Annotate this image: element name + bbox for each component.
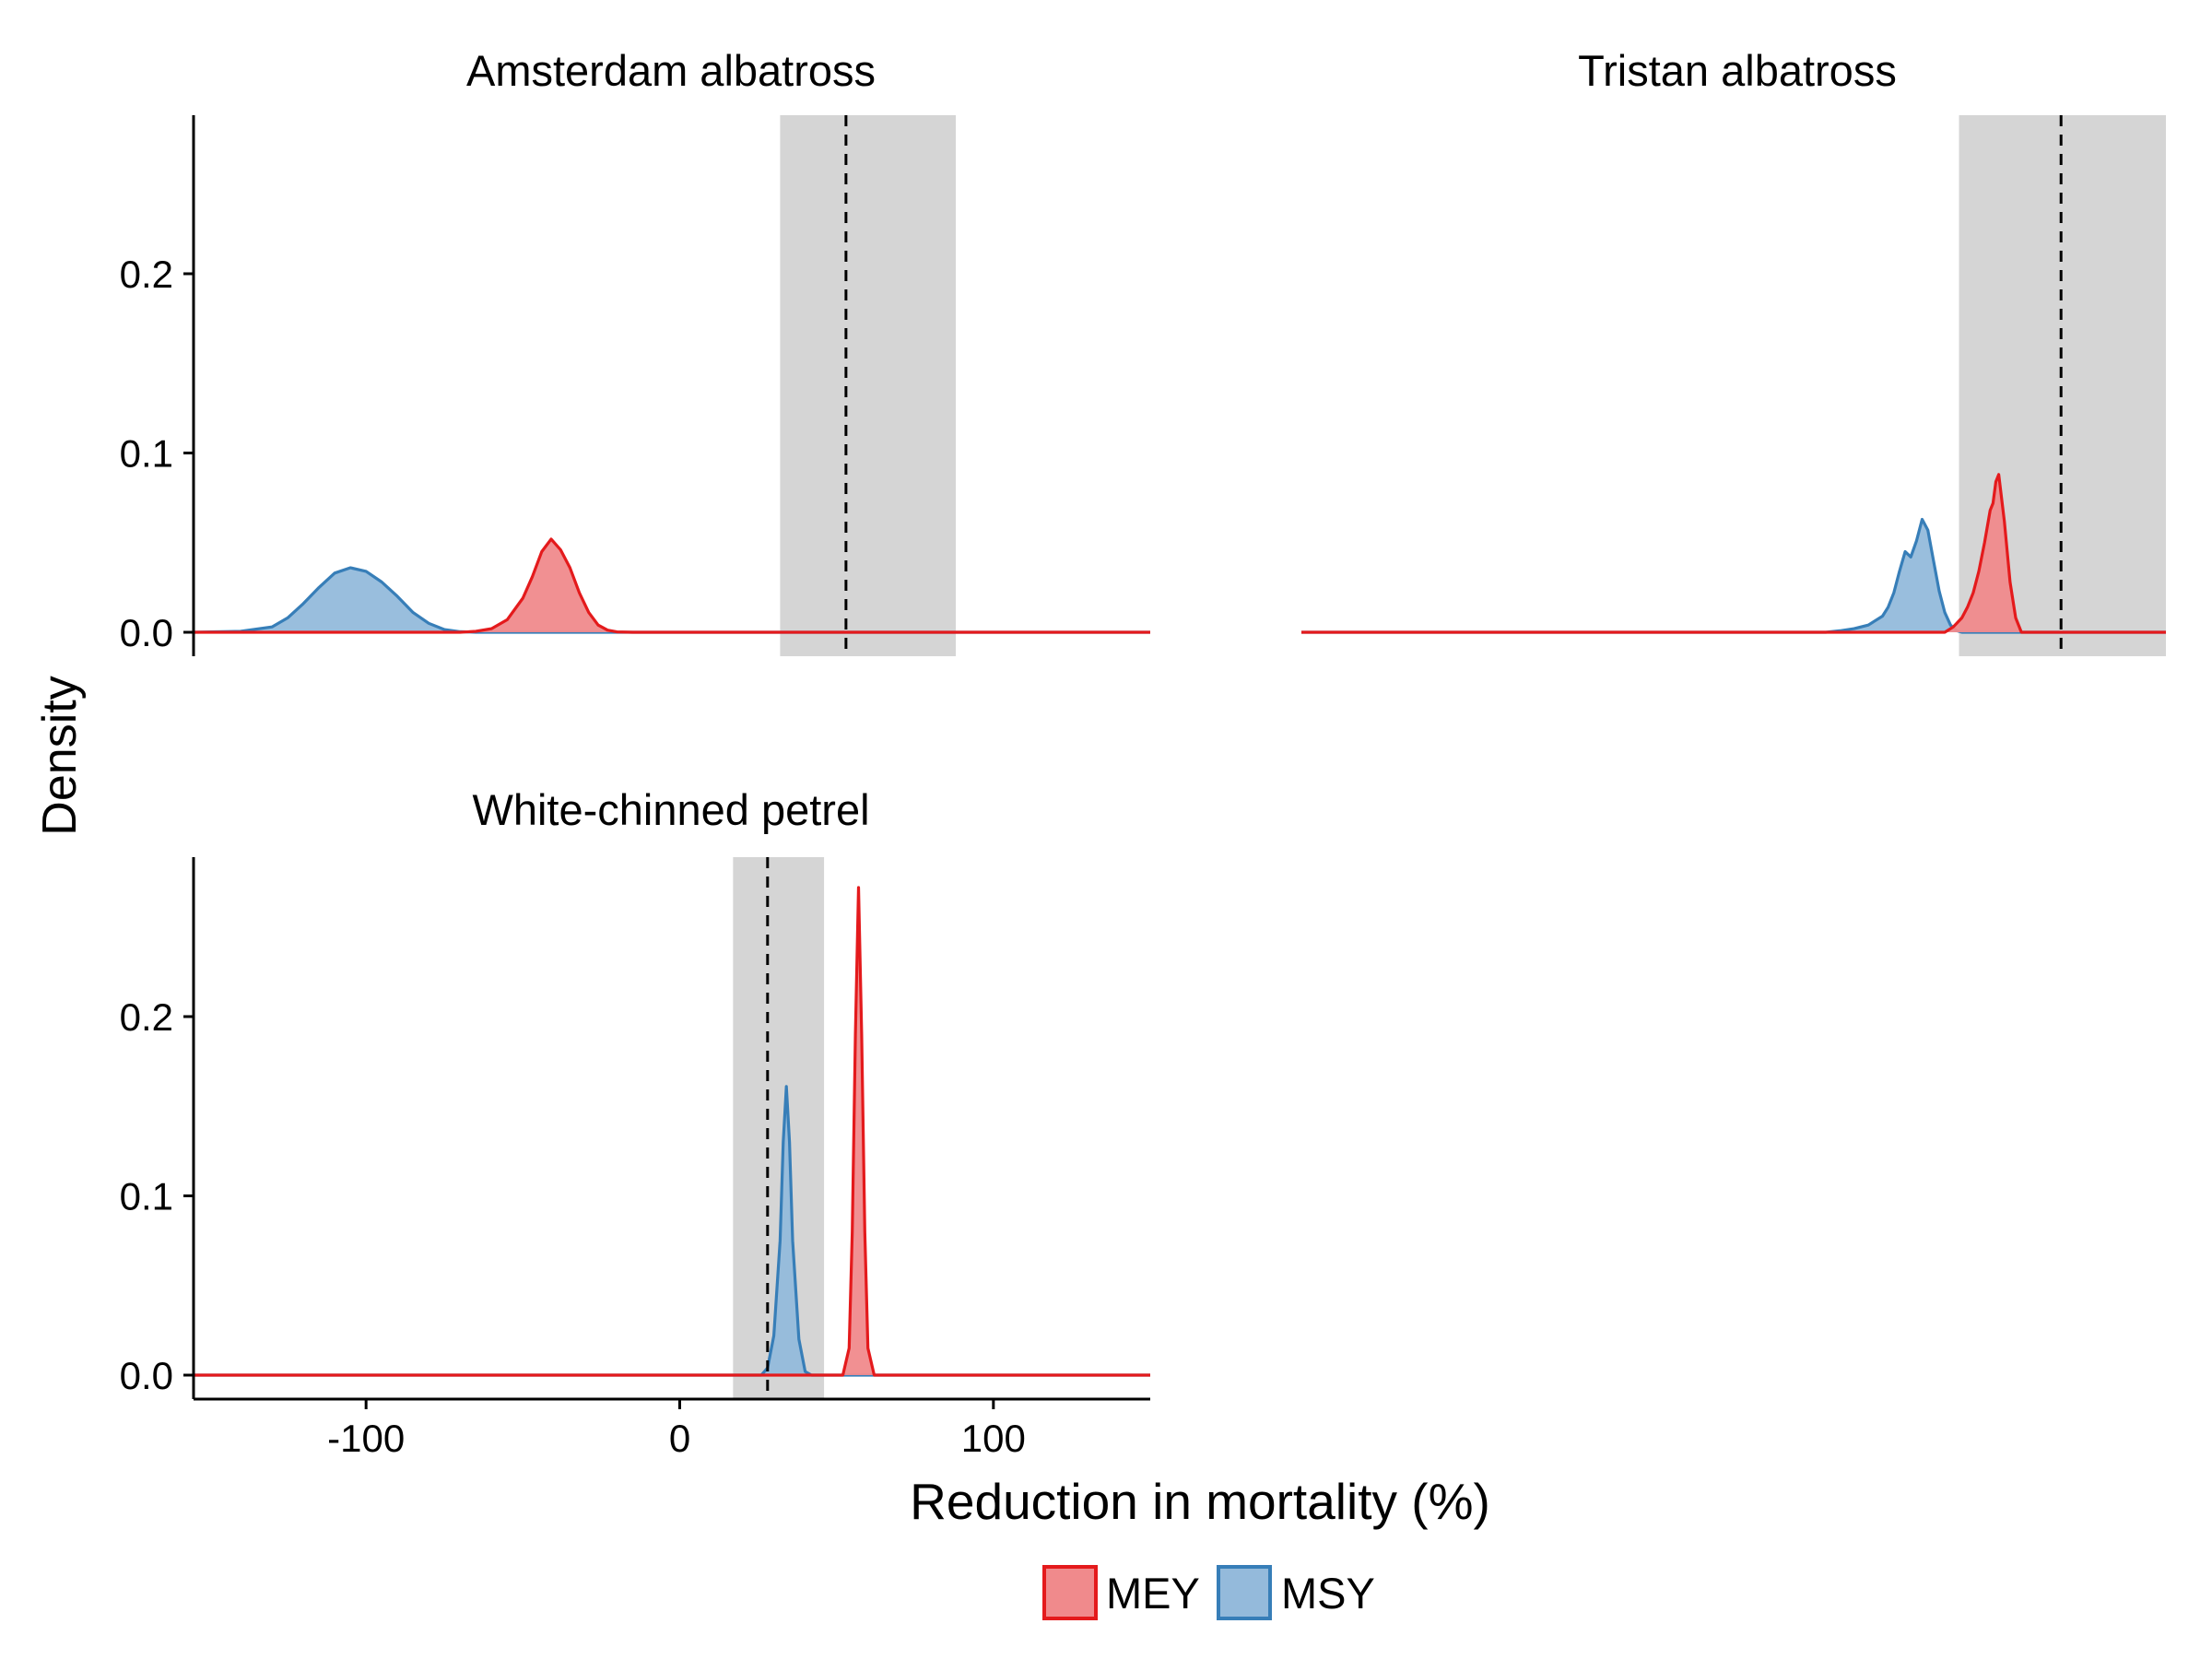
- y-tick-label: 0.0: [120, 611, 173, 654]
- legend-label-msy: MSY: [1281, 1569, 1375, 1618]
- x-axis-title: Reduction in mortality (%): [910, 1473, 1490, 1530]
- density-line-mey: [194, 537, 1150, 634]
- x-tick-label: 100: [961, 1417, 1026, 1460]
- panel-title: Amsterdam albatross: [466, 46, 876, 95]
- density-area-mey: [1301, 474, 2166, 632]
- y-tick-label: 0.1: [120, 432, 173, 476]
- x-tick-label: 0: [669, 1417, 690, 1460]
- reference-band: [780, 115, 956, 656]
- legend: MEY MSY: [1042, 1565, 1375, 1620]
- panel-title: White-chinned petrel: [472, 785, 869, 834]
- legend-key-mey: [1042, 1565, 1098, 1620]
- y-tick-label: 0.2: [120, 995, 173, 1039]
- y-tick-label: 0.1: [120, 1175, 173, 1218]
- density-line-mey: [1301, 473, 2166, 634]
- legend-key-msy: [1217, 1565, 1272, 1620]
- panel-title: Tristan albatross: [1578, 46, 1897, 95]
- panel-plot-area: 0.0 0.1 0.2: [120, 115, 1150, 656]
- panel-amsterdam-albatross: Amsterdam albatross 0.0 0.1 0.2: [120, 46, 1150, 656]
- x-tick-label: -100: [327, 1417, 405, 1460]
- y-axis-title: Density: [33, 676, 87, 835]
- y-tick-label: 0.2: [120, 253, 173, 296]
- panel-plot-area: [1301, 115, 2166, 656]
- panel-tristan-albatross: Tristan albatross: [1301, 46, 2166, 656]
- density-line-msy: [1301, 517, 2166, 634]
- panel-white-chinned-petrel: White-chinned petrel 0.0 0.1 0.2 -100 0 100: [120, 785, 1150, 1460]
- density-area-msy: [194, 568, 1150, 632]
- legend-label-mey: MEY: [1106, 1569, 1200, 1618]
- panel-plot-area: 0.0 0.1 0.2 -100 0 100: [120, 857, 1150, 1460]
- density-line-mey: [194, 886, 1150, 1377]
- y-tick-label: 0.0: [120, 1354, 173, 1397]
